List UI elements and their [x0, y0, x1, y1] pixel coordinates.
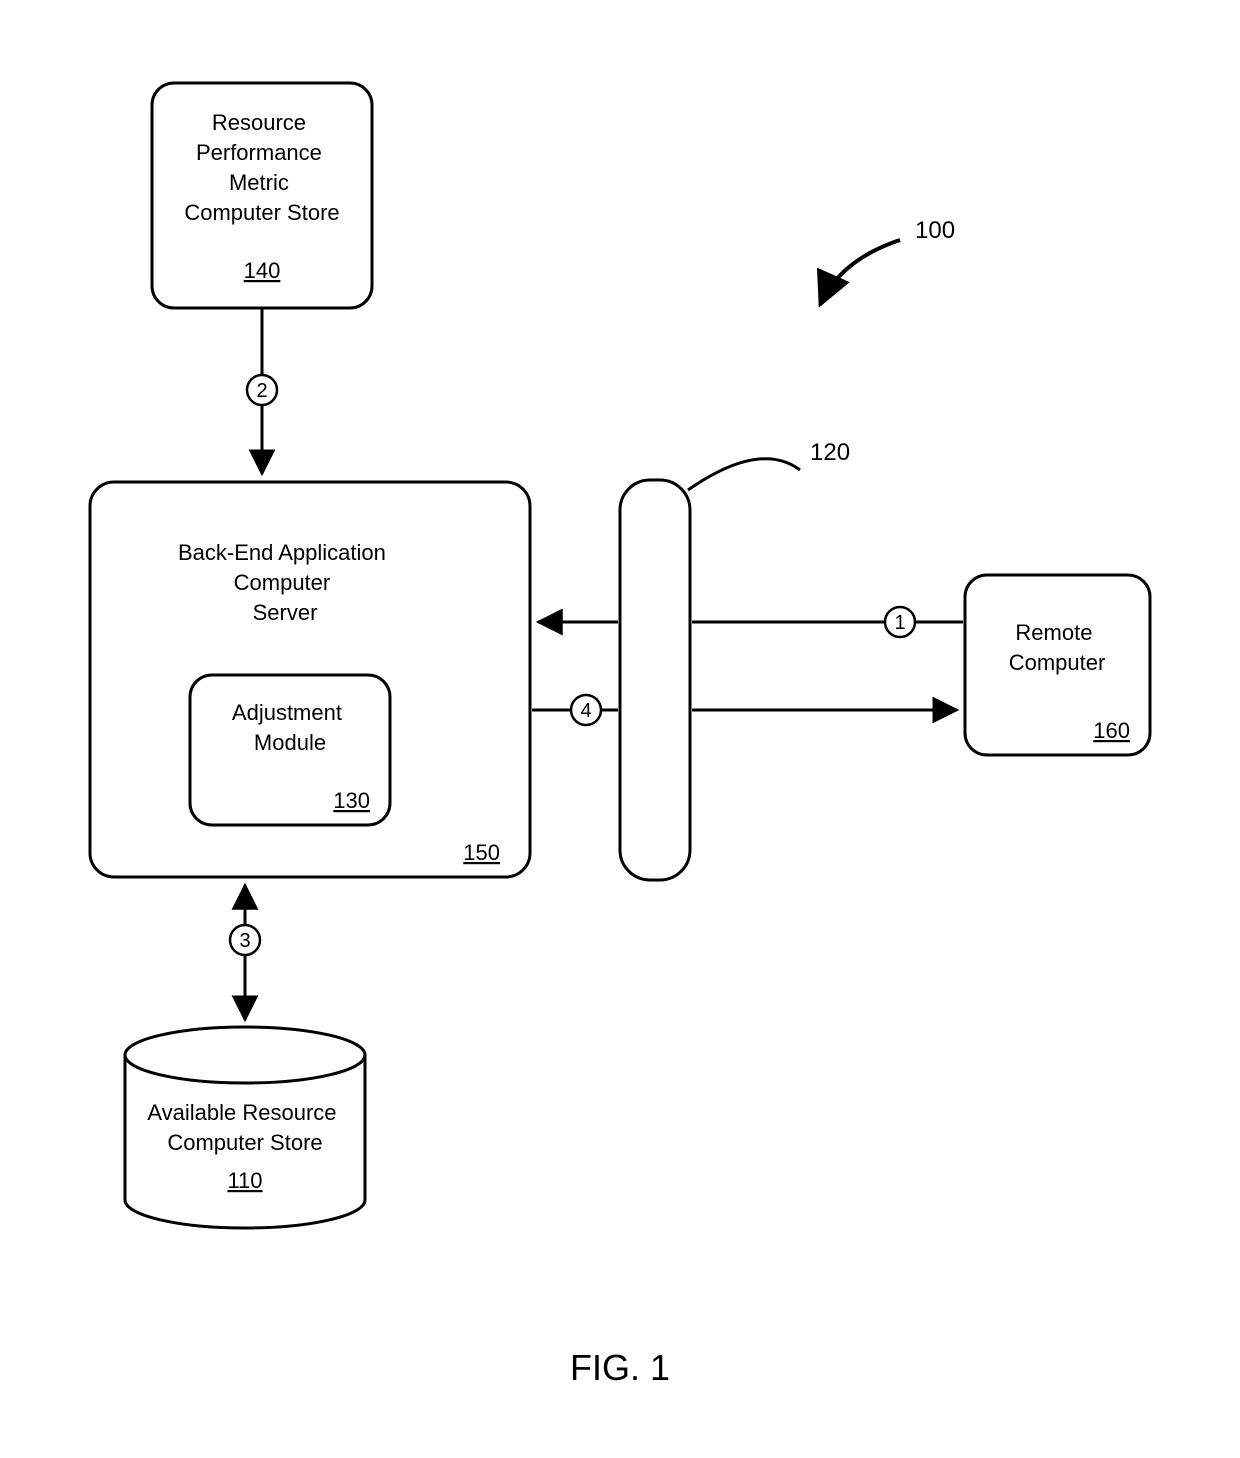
badge-1: 1 [894, 612, 905, 634]
system-ref: 100 [915, 217, 955, 244]
rpm-line2: Performance [196, 140, 322, 165]
system-callout: 100 [820, 217, 955, 305]
figure-1-diagram: Resource Performance Metric Computer Sto… [0, 0, 1240, 1458]
remote-line2: Computer [1009, 650, 1106, 675]
node-server: Back-End Application Computer Server 150 [90, 482, 530, 877]
edge-3: 3 [230, 885, 260, 1020]
rpm-ref: 140 [244, 258, 281, 283]
rpm-line3: Metric [229, 170, 289, 195]
svg-text:Available Resource Compu: Available Resource Computer Store [147, 1100, 342, 1155]
badge-4: 4 [580, 700, 591, 722]
server-line2: Computer [234, 570, 331, 595]
gateway-callout: 120 [688, 439, 850, 490]
remote-line1: Remote [1015, 620, 1092, 645]
edge-2: 2 [247, 308, 277, 474]
avail-ref: 110 [227, 1168, 262, 1193]
node-gateway [620, 480, 690, 880]
node-available-store: Available Resource Computer Store 110 [125, 1027, 365, 1228]
node-rpm-store: Resource Performance Metric Computer Sto… [152, 83, 372, 308]
rpm-line4: Computer Store [184, 200, 339, 225]
svg-text:Resource Performance: Resource Performance Metric Computer Sto… [184, 110, 339, 225]
edge-1: 1 [538, 607, 963, 637]
badge-3: 3 [239, 930, 250, 952]
badge-2: 2 [256, 380, 267, 402]
adj-ref: 130 [333, 788, 370, 813]
svg-text:Remote Computer: Remote Computer [1009, 620, 1106, 675]
avail-line2: Computer Store [167, 1130, 322, 1155]
adj-line2: Module [254, 730, 326, 755]
remote-ref: 160 [1093, 718, 1130, 743]
node-adjustment-module: Adjustment Module 130 [190, 675, 390, 825]
svg-text:Adjustment Module: Adjustment Module [232, 700, 348, 755]
rpm-line1: Resource [212, 110, 306, 135]
server-ref: 150 [463, 840, 500, 865]
avail-line1: Available Resource [147, 1100, 336, 1125]
svg-text:Back-End Application Com: Back-End Application Computer Server [178, 540, 392, 625]
server-line1: Back-End Application [178, 540, 386, 565]
figure-caption: FIG. 1 [570, 1347, 670, 1388]
server-line3: Server [253, 600, 318, 625]
node-remote-computer: Remote Computer 160 [965, 575, 1150, 755]
edge-4: 4 [532, 695, 957, 725]
gateway-ref: 120 [810, 439, 850, 466]
adj-line1: Adjustment [232, 700, 342, 725]
